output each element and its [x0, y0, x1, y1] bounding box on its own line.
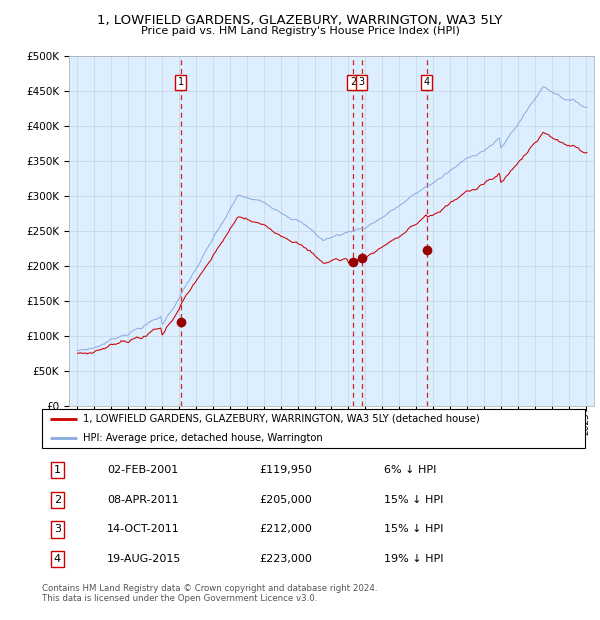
Text: £119,950: £119,950 — [259, 465, 312, 475]
FancyBboxPatch shape — [42, 409, 585, 448]
Text: 08-APR-2011: 08-APR-2011 — [107, 495, 179, 505]
Text: £223,000: £223,000 — [259, 554, 312, 564]
Text: 3: 3 — [359, 78, 365, 87]
Text: Contains HM Land Registry data © Crown copyright and database right 2024.
This d: Contains HM Land Registry data © Crown c… — [42, 584, 377, 603]
Text: HPI: Average price, detached house, Warrington: HPI: Average price, detached house, Warr… — [83, 433, 322, 443]
Text: 4: 4 — [424, 78, 430, 87]
Text: 19-AUG-2015: 19-AUG-2015 — [107, 554, 182, 564]
Text: 1: 1 — [178, 78, 184, 87]
Text: £212,000: £212,000 — [259, 525, 312, 534]
Text: 15% ↓ HPI: 15% ↓ HPI — [384, 525, 443, 534]
Text: 4: 4 — [53, 554, 61, 564]
Text: 02-FEB-2001: 02-FEB-2001 — [107, 465, 178, 475]
Text: 15% ↓ HPI: 15% ↓ HPI — [384, 495, 443, 505]
Text: 2: 2 — [53, 495, 61, 505]
Text: 2: 2 — [350, 78, 356, 87]
Text: 14-OCT-2011: 14-OCT-2011 — [107, 525, 180, 534]
Text: 1: 1 — [54, 465, 61, 475]
Text: 1, LOWFIELD GARDENS, GLAZEBURY, WARRINGTON, WA3 5LY: 1, LOWFIELD GARDENS, GLAZEBURY, WARRINGT… — [97, 14, 503, 27]
Text: 3: 3 — [54, 525, 61, 534]
Text: £205,000: £205,000 — [259, 495, 312, 505]
Text: 19% ↓ HPI: 19% ↓ HPI — [384, 554, 443, 564]
Text: Price paid vs. HM Land Registry's House Price Index (HPI): Price paid vs. HM Land Registry's House … — [140, 26, 460, 36]
Text: 6% ↓ HPI: 6% ↓ HPI — [384, 465, 436, 475]
Text: 1, LOWFIELD GARDENS, GLAZEBURY, WARRINGTON, WA3 5LY (detached house): 1, LOWFIELD GARDENS, GLAZEBURY, WARRINGT… — [83, 414, 479, 424]
